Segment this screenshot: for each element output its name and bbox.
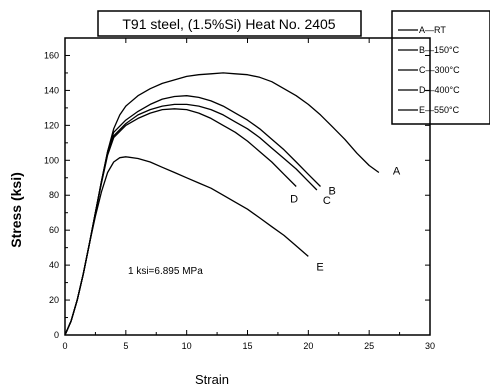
x-axis-label: Strain bbox=[195, 372, 229, 387]
y-tick-label: 140 bbox=[44, 85, 59, 95]
legend-entry: E—550°C bbox=[419, 105, 460, 115]
y-tick-label: 60 bbox=[49, 225, 59, 235]
y-tick-label: 100 bbox=[44, 155, 59, 165]
legend-entry: C—300°C bbox=[419, 65, 460, 75]
curve-label-e: E bbox=[316, 261, 323, 273]
curve-label-c: C bbox=[323, 195, 331, 207]
legend-entry: B—150°C bbox=[419, 45, 460, 55]
y-tick-label: 160 bbox=[44, 50, 59, 60]
x-tick-label: 30 bbox=[425, 341, 435, 351]
y-tick-label: 80 bbox=[49, 190, 59, 200]
unit-conversion-note: 1 ksi=6.895 MPa bbox=[128, 266, 203, 277]
y-tick-label: 0 bbox=[54, 330, 59, 340]
y-tick-label: 20 bbox=[49, 295, 59, 305]
x-tick-label: 0 bbox=[62, 341, 67, 351]
x-tick-label: 20 bbox=[303, 341, 313, 351]
y-tick-label: 40 bbox=[49, 260, 59, 270]
chart-title: T91 steel, (1.5%Si) Heat No. 2405 bbox=[122, 16, 335, 32]
curve-label-a: A bbox=[393, 166, 401, 178]
y-tick-label: 120 bbox=[44, 120, 59, 130]
y-axis-label: Stress (ksi) bbox=[8, 172, 24, 247]
x-tick-label: 15 bbox=[242, 341, 252, 351]
curve-label-d: D bbox=[290, 194, 298, 206]
legend-entry: A—RT bbox=[419, 25, 446, 35]
chart-title-box: T91 steel, (1.5%Si) Heat No. 2405 bbox=[98, 11, 361, 36]
x-tick-label: 25 bbox=[364, 341, 374, 351]
x-tick-label: 10 bbox=[182, 341, 192, 351]
x-tick-label: 5 bbox=[123, 341, 128, 351]
